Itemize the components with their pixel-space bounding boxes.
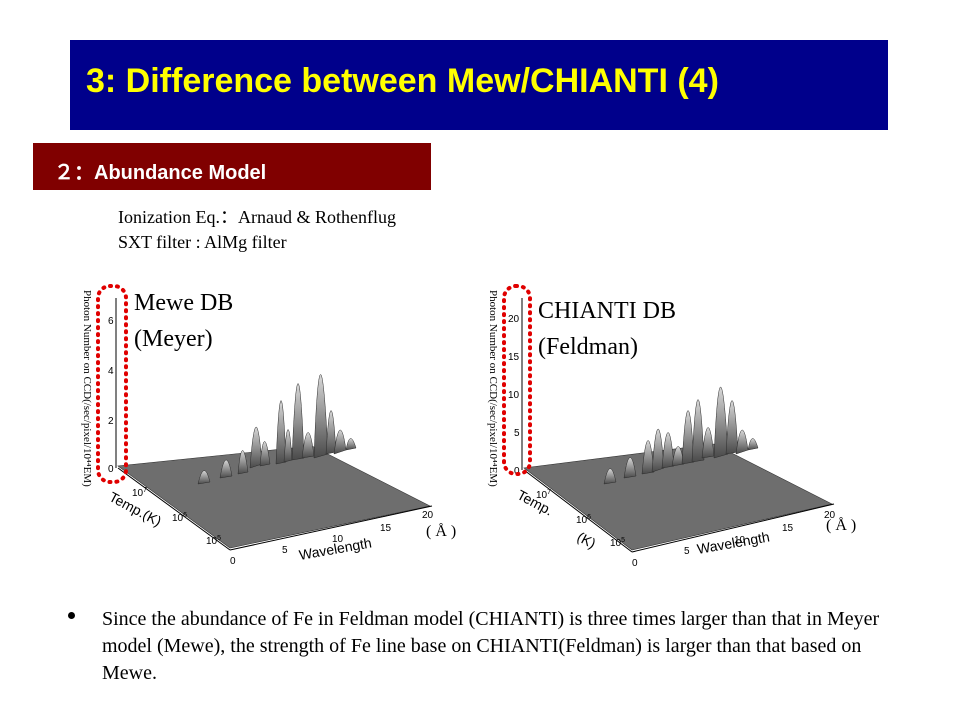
- mewe-surface-plot: 6 4 2 0 107 106 105 0 5 10 15 20 Photon …: [70, 278, 470, 588]
- z-axis-label: Photon Number on CCD(/sec/pixel/10⁴⁴EM): [487, 290, 499, 487]
- z-tick: 15: [508, 352, 520, 363]
- title-bar: [70, 40, 888, 130]
- z-tick: 2: [108, 416, 114, 427]
- chianti-surface-plot: 20 15 10 5 0 107 106 105 0 5 10 15 20 Ph…: [476, 278, 876, 588]
- db-label-line1: Mewe DB: [134, 290, 234, 316]
- x-tick: 10: [332, 534, 344, 545]
- x-tick: 5: [282, 545, 288, 556]
- db-label-line2: (Feldman): [538, 334, 638, 360]
- filter-info: SXT filter : AlMg filter: [118, 232, 287, 252]
- x-tick: 0: [230, 556, 236, 567]
- y-tick: 105: [206, 535, 221, 547]
- x-tick: 15: [782, 523, 794, 534]
- y-tick: 106: [172, 512, 187, 524]
- x-tick: 5: [684, 546, 690, 557]
- x-tick: 20: [422, 510, 434, 521]
- z-tick: 6: [108, 316, 114, 327]
- db-label-line1: CHIANTI DB: [538, 298, 676, 324]
- bullet-dot: [68, 612, 75, 619]
- z-tick: 4: [108, 366, 114, 377]
- z-tick: 10: [508, 390, 520, 401]
- x-tick: 10: [734, 535, 746, 546]
- z-axis-highlight: [502, 284, 532, 476]
- section-bar: [33, 143, 431, 190]
- z-tick: 0: [108, 464, 114, 475]
- z-tick: 5: [514, 428, 520, 439]
- temp-unit-label: (K): [575, 529, 599, 552]
- z-axis-highlight: [96, 284, 128, 484]
- z-tick: 0: [514, 466, 520, 477]
- bullet-text: Since the abundance of Fe in Feldman mod…: [102, 608, 880, 684]
- section-heading: ２：Abundance Model: [54, 162, 267, 184]
- y-tick: 106: [576, 514, 591, 526]
- spectrum-peaks: [197, 374, 357, 485]
- y-tick: 105: [610, 537, 625, 549]
- z-tick: 20: [508, 314, 520, 325]
- unit-label: ( Å ): [426, 522, 456, 540]
- ionization-info: Ionization Eq.：Arnaud & Rothenflug: [118, 207, 396, 227]
- x-tick: 15: [380, 523, 392, 534]
- spectrum-peaks: [603, 386, 759, 485]
- x-tick: 0: [632, 558, 638, 569]
- z-axis-label: Photon Number on CCD(/sec/pixel/10⁴⁴EM): [81, 290, 93, 487]
- unit-label: ( Å ): [826, 516, 856, 534]
- x-tick: 20: [824, 510, 836, 521]
- y-tick: 107: [132, 487, 147, 499]
- slide-title: 3: Difference between Mew/CHIANTI (4): [86, 62, 719, 100]
- db-label-line2: (Meyer): [134, 326, 213, 352]
